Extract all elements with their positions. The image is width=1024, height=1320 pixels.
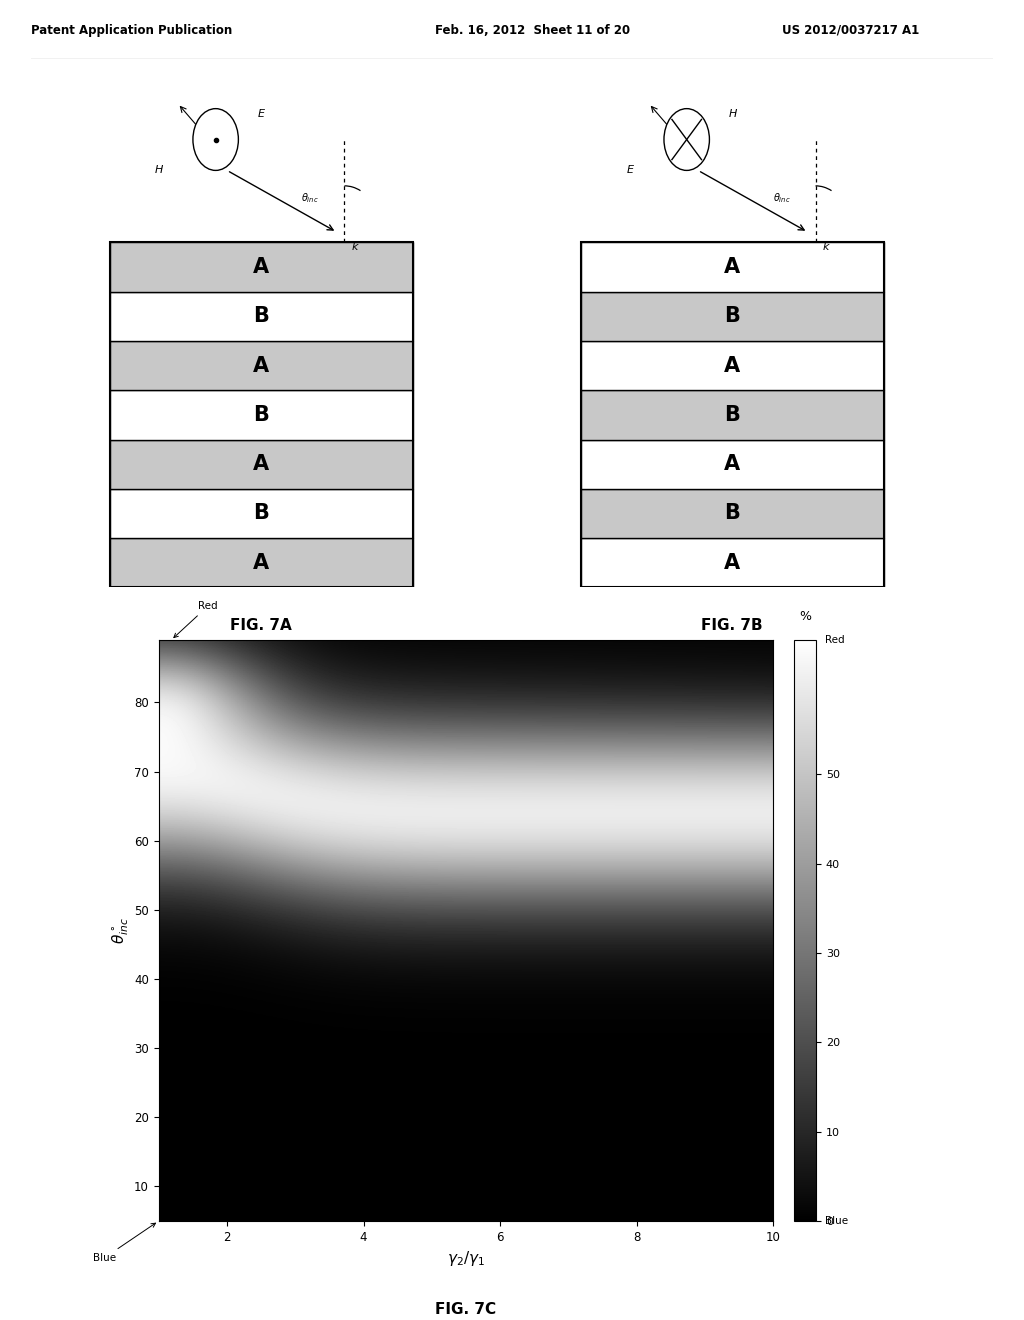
Text: Blue: Blue xyxy=(92,1224,156,1263)
Text: Blue: Blue xyxy=(825,1216,848,1226)
Bar xyxy=(581,341,884,391)
Bar xyxy=(110,539,413,587)
Text: A: A xyxy=(724,553,740,573)
Bar xyxy=(581,391,884,440)
Circle shape xyxy=(664,108,710,170)
Text: B: B xyxy=(253,405,269,425)
Text: %: % xyxy=(799,610,811,623)
Text: Patent Application Publication: Patent Application Publication xyxy=(31,24,232,37)
Text: $\theta_{inc}$: $\theta_{inc}$ xyxy=(301,191,319,205)
Text: H: H xyxy=(155,165,163,176)
Bar xyxy=(581,243,884,587)
Text: $\theta_{inc}$: $\theta_{inc}$ xyxy=(772,191,791,205)
Text: B: B xyxy=(253,306,269,326)
Text: Feb. 16, 2012  Sheet 11 of 20: Feb. 16, 2012 Sheet 11 of 20 xyxy=(435,24,630,37)
Circle shape xyxy=(193,108,239,170)
Text: FIG. 7B: FIG. 7B xyxy=(701,618,763,634)
Text: E: E xyxy=(627,165,634,176)
Text: A: A xyxy=(253,355,269,376)
Text: E: E xyxy=(257,108,264,119)
Bar xyxy=(581,440,884,488)
Text: B: B xyxy=(724,503,740,524)
Text: Red: Red xyxy=(174,601,218,638)
Text: k: k xyxy=(823,243,829,252)
X-axis label: $\gamma_2/\gamma_1$: $\gamma_2/\gamma_1$ xyxy=(446,1249,485,1269)
Text: k: k xyxy=(352,243,358,252)
Bar xyxy=(110,440,413,488)
Text: B: B xyxy=(253,503,269,524)
Bar xyxy=(110,391,413,440)
Bar xyxy=(110,243,413,587)
Bar xyxy=(581,488,884,539)
Bar xyxy=(110,243,413,292)
Y-axis label: $\theta^\circ_{inc}$: $\theta^\circ_{inc}$ xyxy=(111,917,131,944)
Text: A: A xyxy=(724,454,740,474)
Text: H: H xyxy=(728,108,736,119)
Bar xyxy=(581,292,884,341)
Text: A: A xyxy=(724,355,740,376)
Text: FIG. 7C: FIG. 7C xyxy=(435,1303,497,1317)
Text: A: A xyxy=(724,257,740,277)
Text: FIG. 7A: FIG. 7A xyxy=(230,618,292,634)
Bar xyxy=(110,292,413,341)
Text: A: A xyxy=(253,553,269,573)
Bar xyxy=(110,488,413,539)
Bar xyxy=(581,243,884,292)
Text: A: A xyxy=(253,454,269,474)
Text: Red: Red xyxy=(825,635,845,645)
Bar xyxy=(110,341,413,391)
Bar xyxy=(581,539,884,587)
Text: US 2012/0037217 A1: US 2012/0037217 A1 xyxy=(781,24,919,37)
Text: B: B xyxy=(724,405,740,425)
Text: B: B xyxy=(724,306,740,326)
Text: A: A xyxy=(253,257,269,277)
